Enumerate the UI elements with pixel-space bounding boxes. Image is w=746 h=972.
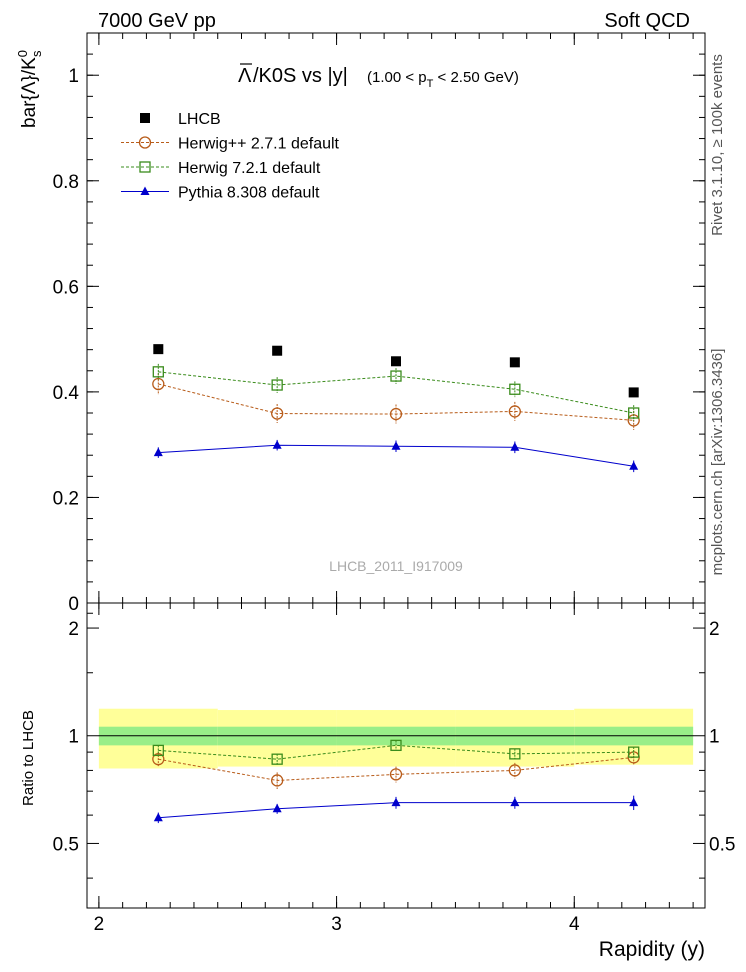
data-point bbox=[153, 344, 164, 355]
rivet-label: Rivet 3.1.10, ≥ 100k events bbox=[709, 54, 726, 236]
legend-label: Herwig++ 2.7.1 default bbox=[178, 136, 340, 153]
data-point bbox=[628, 387, 639, 398]
data-point bbox=[628, 407, 640, 419]
data-point bbox=[628, 746, 640, 758]
mcplots-label: mcplots.cern.ch [arXiv:1306.3436] bbox=[709, 349, 726, 576]
data-point bbox=[272, 440, 282, 449]
y-tick-label: 1 bbox=[68, 727, 79, 748]
y-tick-label: 0.5 bbox=[53, 834, 79, 855]
legend-item: Herwig++ 2.7.1 default bbox=[121, 136, 340, 153]
header-left: 7000 GeV pp bbox=[98, 10, 216, 32]
data-point bbox=[152, 744, 164, 757]
series-line bbox=[158, 756, 634, 781]
data-point bbox=[389, 768, 403, 781]
legend-marker bbox=[139, 161, 151, 173]
series-2 bbox=[152, 363, 640, 421]
data-point bbox=[390, 739, 402, 752]
title-rest: /K0S vs |y| bbox=[253, 65, 348, 87]
series-0 bbox=[152, 750, 640, 789]
y-axis-label-main: bar{Λ}/K0s bbox=[15, 50, 44, 128]
data-point bbox=[391, 797, 401, 807]
data-point bbox=[389, 407, 403, 421]
legend-item: Pythia 8.308 default bbox=[121, 185, 320, 202]
legend-marker bbox=[138, 136, 152, 149]
y-tick-label: 0 bbox=[68, 594, 79, 615]
x-tick-label: 4 bbox=[569, 914, 580, 935]
ratio-plot: 0.5 0.5 1 1 2 2 2 3 4 bbox=[53, 602, 735, 935]
data-point bbox=[391, 356, 401, 367]
series-line bbox=[158, 744, 634, 760]
data-point bbox=[272, 803, 282, 813]
analysis-watermark: LHCB_2011_I917009 bbox=[329, 558, 463, 574]
x-tick-label: 2 bbox=[94, 914, 105, 935]
data-point bbox=[271, 379, 283, 391]
data-point bbox=[152, 366, 164, 378]
legend-item: Herwig 7.2.1 default bbox=[121, 160, 321, 177]
legend-label: Pythia 8.308 default bbox=[178, 185, 320, 202]
data-point bbox=[509, 383, 521, 395]
data-point bbox=[509, 748, 521, 760]
data-point bbox=[390, 370, 402, 382]
y-tick-label: 0.4 bbox=[53, 383, 80, 404]
y-axis-label-ratio: Ratio to LHCB bbox=[20, 710, 37, 806]
series-2 bbox=[153, 795, 639, 824]
data-point bbox=[510, 442, 520, 451]
x-axis-label: Rapidity (y) bbox=[599, 938, 705, 961]
series-3 bbox=[153, 439, 639, 473]
legend: LHCB Herwig++ 2.7.1 default Herwig 7.2.1 d… bbox=[121, 111, 340, 202]
data-point bbox=[271, 407, 284, 420]
legend-item: LHCB bbox=[140, 111, 221, 128]
y-tick-label: 2 bbox=[68, 619, 79, 640]
y-tick-label-right: 2 bbox=[709, 619, 720, 640]
data-point bbox=[391, 441, 401, 450]
data-point bbox=[509, 357, 520, 368]
series-0 bbox=[153, 344, 639, 398]
y-tick-label: 0.6 bbox=[53, 277, 79, 298]
y-tick-label-right: 1 bbox=[709, 727, 720, 748]
legend-label: LHCB bbox=[178, 111, 221, 128]
y-tick-label-right: 0.5 bbox=[709, 834, 735, 855]
x-tick-label: 3 bbox=[331, 914, 342, 935]
title-range: (1.00 < pT < 2.50 GeV) bbox=[367, 69, 519, 90]
data-point bbox=[508, 764, 521, 777]
header-right: Soft QCD bbox=[604, 10, 690, 32]
title-lambda: Λ bbox=[238, 65, 252, 87]
data-point bbox=[271, 774, 284, 787]
data-point bbox=[153, 447, 163, 457]
y-tick-label: 1 bbox=[68, 66, 79, 87]
legend-marker bbox=[140, 186, 150, 195]
plot-title: Λ /K0S vs |y| (1.00 < pT < 2.50 GeV) bbox=[238, 63, 519, 90]
data-point bbox=[271, 753, 283, 765]
y-tick-label: 0.8 bbox=[53, 172, 79, 193]
data-point bbox=[153, 812, 163, 822]
data-point bbox=[510, 797, 520, 807]
main-plot: 0 0.2 0.4 0.6 0.8 1 bbox=[53, 32, 706, 615]
data-point bbox=[508, 405, 521, 418]
legend-marker bbox=[140, 113, 150, 123]
ratio-frame bbox=[86, 602, 706, 909]
data-point bbox=[629, 797, 639, 807]
series-1 bbox=[152, 739, 640, 765]
data-point bbox=[272, 345, 283, 356]
data-point bbox=[152, 753, 165, 766]
legend-label: Herwig 7.2.1 default bbox=[178, 160, 321, 177]
data-point bbox=[629, 461, 639, 470]
y-tick-label: 0.2 bbox=[53, 488, 79, 509]
data-point bbox=[152, 377, 165, 391]
